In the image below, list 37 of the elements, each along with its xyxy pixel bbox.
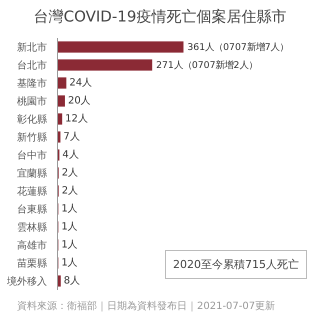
y-tick-label: 新北市: [17, 42, 47, 54]
data-label: 1人: [61, 222, 78, 232]
y-tick-label: 彰化縣: [17, 114, 47, 126]
bar: [58, 95, 65, 107]
data-label: 2人: [62, 168, 78, 178]
y-tick-label: 台中市: [17, 150, 47, 162]
chart-title: 台灣COVID-19疫情死亡個案居住縣市: [34, 8, 286, 26]
data-label: 1人: [61, 240, 78, 250]
data-label: 271人（0707新增2人）: [156, 60, 258, 71]
data-label: 2人: [62, 186, 78, 196]
data-label: 4人: [62, 150, 79, 160]
data-label: 20人: [68, 96, 91, 106]
data-label: 361人（0707新增7人）: [187, 42, 289, 53]
data-label: 1人: [61, 204, 78, 214]
y-tick-label: 桃園市: [17, 96, 47, 108]
bar: [58, 59, 152, 71]
y-tick-label: 宜蘭縣: [17, 168, 47, 180]
data-label: 24人: [69, 78, 92, 88]
bar: [58, 113, 62, 125]
bar: [58, 41, 184, 53]
data-label: 8人: [64, 276, 80, 286]
y-tick-label: 花蓮縣: [17, 186, 47, 198]
data-label: 12人: [65, 114, 88, 124]
data-label: 7人: [63, 132, 80, 142]
y-tick-label: 台北市: [17, 60, 47, 72]
bar: [58, 77, 66, 89]
data-label: 1人: [61, 258, 78, 268]
source-note: 資料來源：衛福部｜日期為資料發布日｜2021-07-07更新: [17, 300, 276, 312]
bar: [58, 275, 61, 287]
y-tick-label: 雲林縣: [17, 222, 47, 234]
y-tick-label: 台東縣: [17, 204, 47, 216]
y-tick-label: 新竹縣: [17, 132, 47, 144]
y-tick-label: 高雄市: [17, 240, 47, 252]
y-tick-label: 境外移入: [6, 276, 47, 288]
y-tick-label: 基隆市: [17, 78, 47, 90]
y-tick-label: 苗栗縣: [17, 258, 47, 270]
annotation: 2020至今累積715人死亡: [173, 258, 299, 271]
